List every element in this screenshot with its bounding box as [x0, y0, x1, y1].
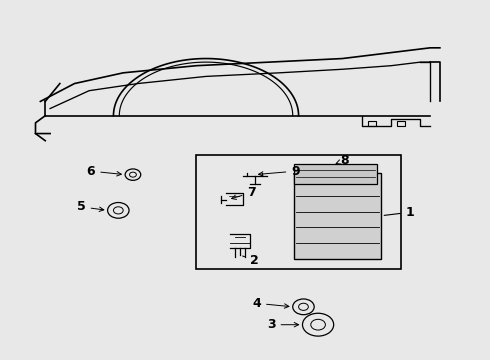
Bar: [294, 164, 376, 184]
Text: 1: 1: [384, 206, 415, 219]
FancyBboxPatch shape: [294, 173, 381, 258]
Bar: [368, 121, 375, 126]
Text: 8: 8: [336, 154, 348, 167]
Text: 2: 2: [243, 254, 259, 267]
Text: 5: 5: [77, 201, 104, 213]
Bar: [196, 155, 401, 269]
Text: 9: 9: [259, 165, 300, 177]
Text: 6: 6: [87, 165, 122, 177]
Text: 3: 3: [267, 318, 298, 331]
Text: 4: 4: [252, 297, 289, 310]
Bar: [397, 121, 405, 126]
Text: 7: 7: [232, 186, 256, 199]
